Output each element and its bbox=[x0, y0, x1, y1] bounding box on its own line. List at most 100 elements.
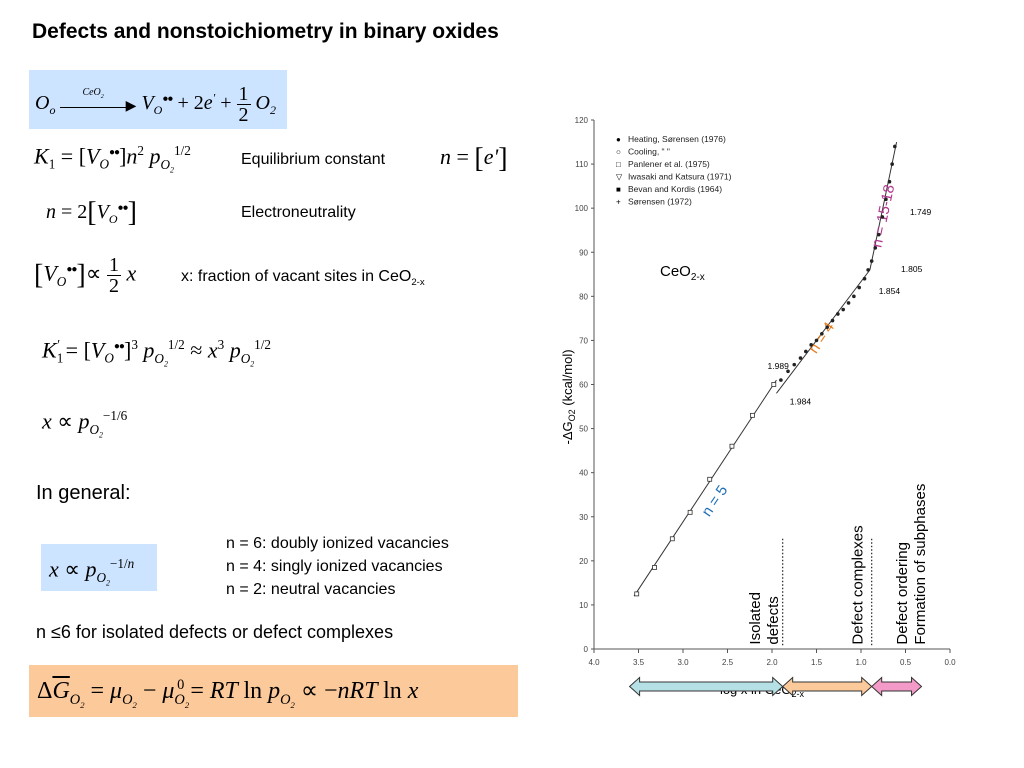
x-axis-label-sub: 2-x bbox=[791, 689, 804, 699]
y-tick-label: 0 bbox=[584, 645, 589, 654]
data-point bbox=[880, 215, 885, 219]
data-point bbox=[750, 412, 755, 418]
data-point bbox=[836, 312, 840, 316]
x-tick-label: 0.5 bbox=[900, 658, 912, 667]
fit-line-label: n = 5 bbox=[698, 482, 731, 520]
data-point bbox=[884, 197, 888, 202]
general-equation: x ∝ pO2−1/n bbox=[49, 556, 135, 588]
gibbs-energy-chart: 0 10 20 30 40 50 60 70 80 90 100 110 120 4.0 3.5 3.0 2.5… bbox=[560, 116, 956, 699]
region-label: defects bbox=[765, 596, 782, 644]
gibbs-equation-box: ΔGO2 = μO2 − μO20 = RT ln pO2 ∝ −nRT ln … bbox=[29, 665, 518, 717]
y-axis-label-sub: O2 bbox=[567, 409, 577, 421]
data-point bbox=[890, 162, 894, 166]
general-equation-box: x ∝ pO2−1/n bbox=[41, 544, 157, 591]
region-label: Defect ordering bbox=[894, 542, 911, 645]
data-point bbox=[804, 349, 808, 354]
point-annotation: 1.989 bbox=[768, 361, 790, 371]
region-arrow bbox=[870, 676, 923, 697]
legend-entry: Panlener et al. (1975) bbox=[628, 159, 710, 169]
x-tick-label: 0.0 bbox=[944, 658, 956, 667]
y-tick-label: 120 bbox=[575, 116, 589, 125]
electroneutrality-label: Electroneutrality bbox=[241, 204, 356, 221]
fit-line bbox=[633, 379, 777, 597]
in-general-heading: In general: bbox=[36, 482, 131, 504]
fraction-denominator: 2 bbox=[238, 104, 249, 126]
legend-marker: ▽ bbox=[616, 173, 623, 182]
page-title: Defects and nonstoichiometry in binary o… bbox=[32, 20, 499, 43]
data-point bbox=[779, 378, 783, 382]
isolated-defects-note: n ≤6 for isolated defects or defect comp… bbox=[36, 622, 394, 642]
x-tick-label: 2.5 bbox=[722, 658, 734, 667]
y-tick-label: 20 bbox=[579, 557, 588, 566]
x-tick-label: 4.0 bbox=[588, 658, 600, 667]
legend-marker: □ bbox=[616, 160, 621, 169]
x-proportional-equation: x ∝ pO2−1/6 bbox=[42, 408, 128, 440]
compound-label: CeO2-x bbox=[660, 263, 705, 283]
data-point bbox=[729, 443, 735, 449]
y-tick-label: 60 bbox=[579, 381, 588, 390]
data-point bbox=[873, 246, 878, 250]
data-point bbox=[798, 356, 803, 360]
data-point bbox=[877, 232, 881, 237]
data-point bbox=[893, 144, 897, 149]
data-point bbox=[652, 565, 657, 570]
y-tick-label: 80 bbox=[579, 292, 588, 301]
data-point bbox=[869, 259, 874, 263]
data-point bbox=[862, 276, 867, 281]
x-tick-label: 3.0 bbox=[677, 658, 689, 667]
fraction-numerator: 1 bbox=[236, 83, 251, 105]
x-tick-label: 3.5 bbox=[633, 658, 645, 667]
data-point bbox=[669, 536, 675, 542]
point-annotation: 1.984 bbox=[790, 396, 812, 406]
data-point bbox=[707, 476, 713, 482]
compound-label-sub: 2-x bbox=[691, 272, 705, 283]
y-axis-label-unit: (kcal/mol) bbox=[560, 349, 575, 409]
data-point bbox=[857, 285, 862, 290]
legend-marker: ■ bbox=[616, 185, 621, 194]
data-point bbox=[866, 268, 870, 272]
y-tick-label: 10 bbox=[579, 601, 588, 610]
fraction-label: x: fraction of vacant sites in CeO2-x bbox=[181, 268, 425, 288]
legend-entry: Heating, Sørensen (1976) bbox=[628, 134, 726, 144]
data-point bbox=[887, 179, 892, 184]
legend-entry: Bevan and Kordis (1964) bbox=[628, 184, 722, 194]
legend-marker: ○ bbox=[616, 148, 621, 157]
reaction-condition: CeO bbox=[82, 87, 101, 98]
gibbs-equation: ΔGO2 = μO2 − μO20 = RT ln pO2 ∝ −nRT ln … bbox=[37, 677, 419, 710]
y-tick-label: 90 bbox=[579, 248, 588, 257]
data-point bbox=[814, 338, 819, 343]
data-point bbox=[809, 343, 813, 347]
y-tick-label: 40 bbox=[579, 469, 588, 478]
y-tick-label: 70 bbox=[579, 336, 588, 345]
legend-entry: Sørensen (1972) bbox=[628, 197, 692, 207]
point-annotation: 1.805 bbox=[901, 264, 923, 274]
n4-note: n = 4: singly ionized vacancies bbox=[226, 558, 443, 575]
electroneutrality-equation: n = 2[VO●●] bbox=[46, 197, 137, 228]
x-tick-label: 2.0 bbox=[766, 658, 778, 667]
fraction-label-text: x: fraction of vacant sites in CeO bbox=[181, 268, 412, 285]
data-point bbox=[846, 301, 851, 305]
fit-line-label: n = 4 bbox=[805, 319, 838, 357]
data-point bbox=[820, 332, 824, 336]
region-label: Isolated bbox=[747, 592, 764, 645]
data-point bbox=[825, 325, 829, 329]
data-point bbox=[771, 382, 777, 387]
y-tick-label: 100 bbox=[575, 204, 589, 213]
point-annotation: 1.854 bbox=[879, 286, 901, 296]
data-point bbox=[792, 362, 797, 367]
x-tick-label: 1.5 bbox=[811, 658, 823, 667]
k1-prime-equation: K1′ = [VO●●]3 pO21/2 ≈ x3 pO21/2 bbox=[42, 337, 272, 369]
data-point bbox=[852, 294, 856, 299]
y-tick-label: 50 bbox=[579, 425, 588, 434]
region-label: Defect complexes bbox=[850, 525, 867, 644]
data-point bbox=[634, 591, 640, 597]
fraction-label-sub: 2-x bbox=[411, 277, 425, 289]
data-point bbox=[830, 318, 835, 323]
y-tick-label: 110 bbox=[575, 160, 588, 169]
data-point bbox=[841, 307, 845, 312]
legend-entry: Iwasaki and Katsura (1971) bbox=[628, 172, 732, 182]
fit-line bbox=[776, 269, 871, 394]
